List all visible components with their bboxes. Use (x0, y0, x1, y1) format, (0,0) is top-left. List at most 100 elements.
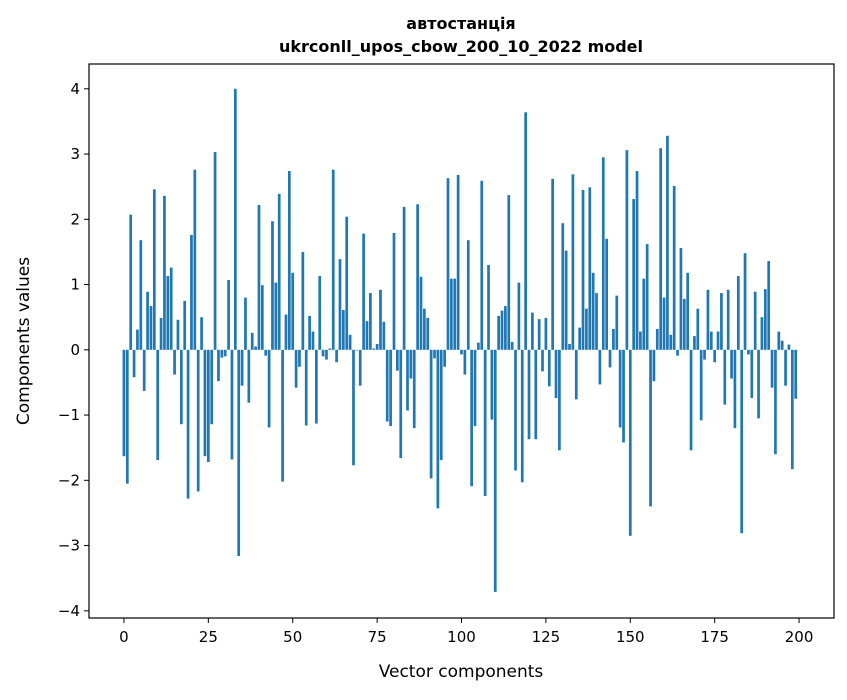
bar-57 (314, 349, 318, 424)
bar-1 (125, 349, 129, 484)
bar-110 (493, 349, 497, 592)
bar-69 (355, 349, 359, 351)
bar-81 (396, 349, 399, 371)
bar-12 (163, 195, 166, 350)
bar-149 (625, 150, 629, 350)
bar-55 (308, 315, 311, 350)
bar-31 (227, 279, 230, 350)
bar-114 (507, 195, 511, 350)
y-tick-label: 0 (70, 341, 80, 359)
bar-197 (787, 344, 791, 350)
bar-40 (257, 204, 261, 350)
bar-76 (379, 289, 382, 350)
bar-18 (183, 300, 187, 350)
bar-95 (443, 349, 446, 367)
bar-122 (534, 349, 538, 440)
bar-38 (250, 332, 254, 350)
bar-177 (720, 293, 723, 350)
bar-39 (254, 346, 257, 350)
bar-34 (237, 349, 241, 557)
x-tick-label: 75 (368, 628, 387, 646)
y-tick-label: 2 (70, 210, 80, 228)
bar-139 (591, 272, 595, 350)
bar-176 (716, 331, 720, 350)
y-tick-label: −3 (58, 537, 80, 555)
bar-80 (392, 233, 396, 350)
y-tick-label: −2 (58, 471, 80, 489)
bar-83 (402, 206, 406, 350)
bar-132 (568, 343, 571, 350)
bar-0 (122, 349, 126, 457)
bar-155 (645, 244, 649, 350)
bar-146 (615, 295, 619, 350)
bar-58 (318, 276, 322, 350)
bar-21 (193, 169, 197, 350)
bar-170 (696, 308, 700, 350)
bar-4 (136, 329, 139, 350)
bar-183 (740, 349, 744, 534)
x-tick-label: 25 (199, 628, 218, 646)
bar-190 (763, 289, 767, 350)
bar-29 (220, 349, 224, 358)
bar-161 (666, 135, 669, 350)
bar-129 (558, 349, 561, 451)
bar-153 (639, 331, 642, 350)
bar-128 (554, 349, 558, 399)
bar-17 (179, 349, 183, 425)
bar-14 (169, 267, 173, 350)
bars-group (122, 88, 798, 592)
bar-6 (142, 349, 146, 391)
bar-96 (446, 178, 450, 350)
bar-9 (152, 189, 156, 350)
bar-121 (531, 312, 534, 350)
x-axis: 0 25 50 75 100 125 150 175 200 (119, 618, 813, 646)
bar-25 (206, 349, 210, 463)
bar-48 (284, 314, 288, 350)
bar-136 (581, 189, 585, 350)
bar-82 (399, 349, 403, 459)
bar-36 (244, 297, 247, 350)
bar-193 (774, 349, 777, 455)
bar-45 (274, 282, 278, 350)
bar-51 (294, 349, 298, 388)
bar-3 (132, 349, 136, 378)
bar-56 (311, 331, 315, 350)
bar-172 (703, 349, 706, 360)
bar-33 (233, 88, 237, 350)
bar-46 (277, 193, 281, 350)
bar-165 (679, 248, 683, 350)
bar-124 (541, 349, 544, 372)
bar-167 (686, 272, 690, 350)
bar-120 (527, 349, 531, 440)
bar-113 (504, 306, 507, 350)
bar-41 (260, 285, 264, 350)
bar-50 (291, 272, 295, 350)
bar-154 (642, 278, 646, 350)
bar-116 (514, 349, 517, 471)
bar-147 (618, 349, 622, 428)
bar-52 (298, 349, 301, 367)
bar-174 (709, 331, 713, 350)
bar-16 (176, 319, 180, 350)
bar-26 (210, 349, 214, 425)
bar-62 (331, 169, 335, 350)
bar-53 (301, 251, 305, 350)
bar-109 (490, 349, 494, 420)
bar-111 (497, 315, 500, 350)
x-tick-label: 175 (700, 628, 729, 646)
bar-138 (588, 187, 592, 350)
bar-35 (240, 349, 244, 386)
bar-91 (429, 349, 433, 479)
bar-134 (574, 349, 578, 400)
bar-23 (200, 317, 203, 350)
bar-30 (223, 349, 227, 357)
bar-106 (480, 180, 484, 350)
bar-159 (659, 148, 663, 350)
bar-181 (733, 349, 737, 429)
bar-44 (271, 221, 274, 350)
bar-27 (213, 152, 217, 350)
bar-93 (436, 349, 440, 509)
bar-158 (655, 328, 659, 350)
bar-103 (470, 349, 473, 487)
